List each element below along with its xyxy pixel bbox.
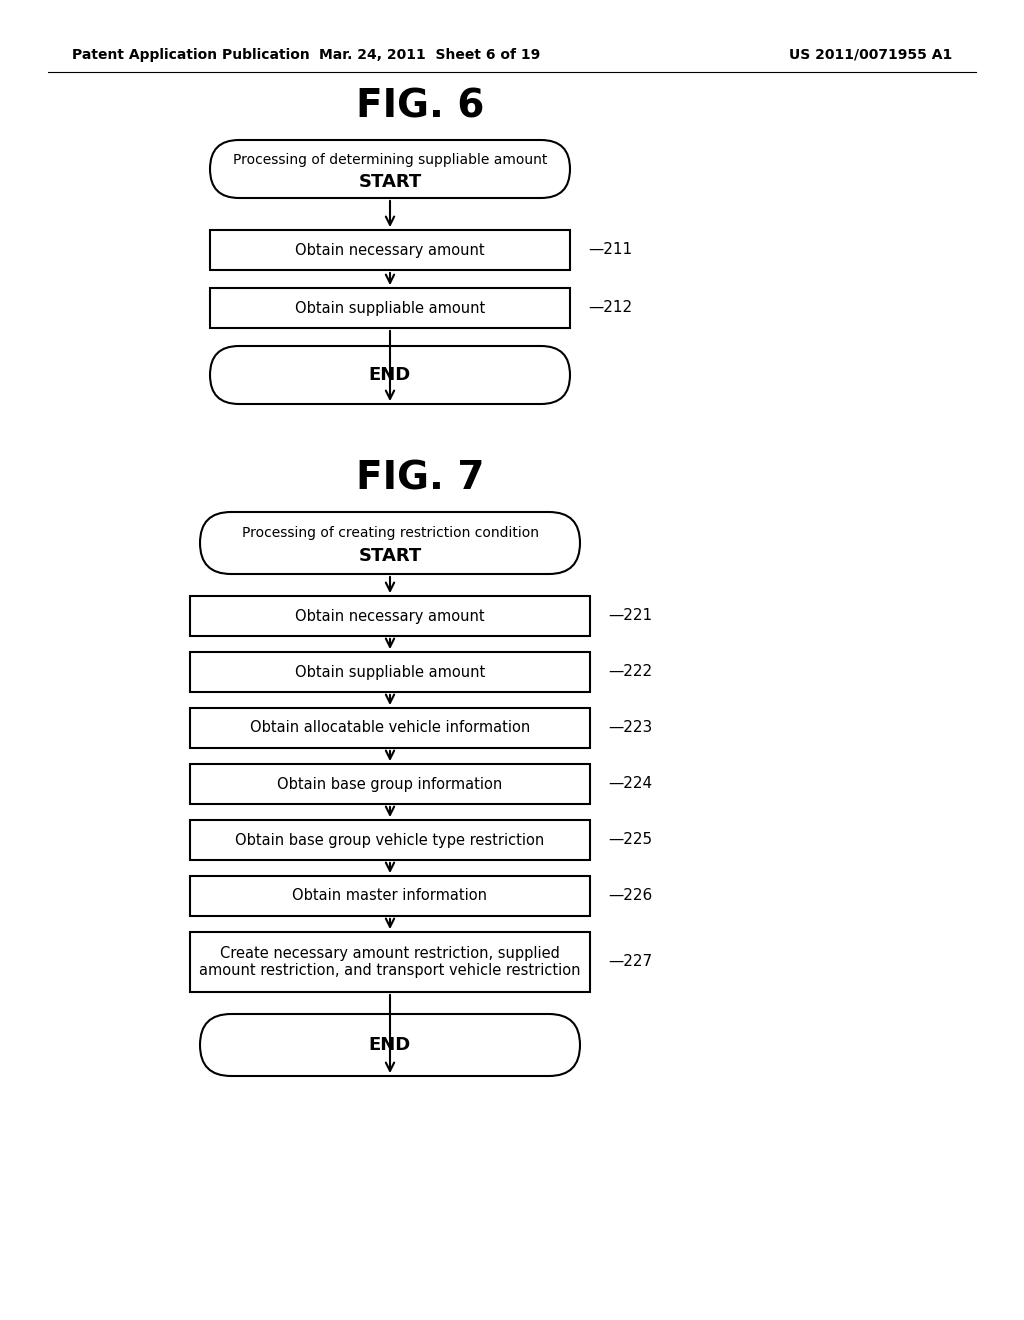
Text: —227: —227	[608, 954, 652, 969]
FancyBboxPatch shape	[210, 346, 570, 404]
Text: END: END	[369, 1036, 411, 1053]
Text: Obtain allocatable vehicle information: Obtain allocatable vehicle information	[250, 721, 530, 735]
Text: Obtain base group vehicle type restriction: Obtain base group vehicle type restricti…	[236, 833, 545, 847]
FancyBboxPatch shape	[210, 230, 570, 271]
Text: START: START	[358, 546, 422, 565]
Text: —225: —225	[608, 833, 652, 847]
FancyBboxPatch shape	[190, 820, 590, 861]
Text: Obtain necessary amount: Obtain necessary amount	[295, 609, 484, 623]
Text: START: START	[358, 173, 422, 191]
FancyBboxPatch shape	[210, 140, 570, 198]
FancyBboxPatch shape	[200, 1014, 580, 1076]
Text: Obtain necessary amount: Obtain necessary amount	[295, 243, 484, 257]
Text: —222: —222	[608, 664, 652, 680]
Text: Obtain base group information: Obtain base group information	[278, 776, 503, 792]
Text: —226: —226	[608, 888, 652, 903]
FancyBboxPatch shape	[200, 512, 580, 574]
Text: US 2011/0071955 A1: US 2011/0071955 A1	[788, 48, 952, 62]
Text: Obtain suppliable amount: Obtain suppliable amount	[295, 664, 485, 680]
Text: Mar. 24, 2011  Sheet 6 of 19: Mar. 24, 2011 Sheet 6 of 19	[319, 48, 541, 62]
Text: Create necessary amount restriction, supplied
amount restriction, and transport : Create necessary amount restriction, sup…	[200, 946, 581, 978]
Text: Processing of creating restriction condition: Processing of creating restriction condi…	[242, 525, 539, 540]
Text: —212: —212	[588, 301, 632, 315]
FancyBboxPatch shape	[190, 932, 590, 993]
Text: —224: —224	[608, 776, 652, 792]
FancyBboxPatch shape	[190, 764, 590, 804]
Text: Processing of determining suppliable amount: Processing of determining suppliable amo…	[232, 153, 547, 168]
Text: FIG. 6: FIG. 6	[355, 88, 484, 125]
Text: —211: —211	[588, 243, 632, 257]
FancyBboxPatch shape	[190, 652, 590, 692]
Text: —221: —221	[608, 609, 652, 623]
Text: Obtain master information: Obtain master information	[293, 888, 487, 903]
FancyBboxPatch shape	[190, 597, 590, 636]
FancyBboxPatch shape	[210, 288, 570, 327]
FancyBboxPatch shape	[190, 876, 590, 916]
Text: —223: —223	[608, 721, 652, 735]
Text: FIG. 7: FIG. 7	[355, 459, 484, 498]
FancyBboxPatch shape	[190, 708, 590, 748]
Text: Obtain suppliable amount: Obtain suppliable amount	[295, 301, 485, 315]
Text: Patent Application Publication: Patent Application Publication	[72, 48, 309, 62]
Text: END: END	[369, 366, 411, 384]
